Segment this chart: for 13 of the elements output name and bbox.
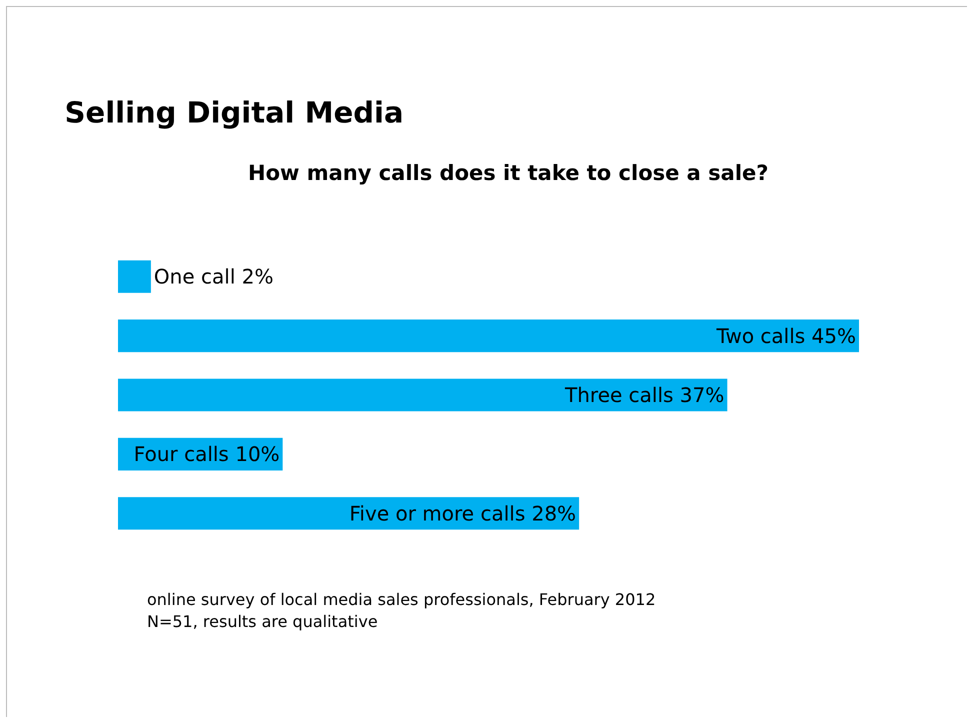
data-label: Five or more calls 28% [349,501,576,526]
text: N=51, results are qualitative [147,612,378,631]
data-label: Four calls 10% [134,442,280,466]
chart-title: Selling Digital Media [64,95,404,130]
data-label: Three calls 37% [564,383,724,407]
data-label: Two calls 45% [716,324,856,348]
bar [118,320,859,352]
data-label: One call 2% [154,264,274,289]
bar [118,378,728,412]
bar [118,260,151,293]
text: online survey of local media sales professionals, February 2012 [147,590,656,609]
bar [118,497,580,530]
chart-subtitle: How many calls does it take to close a sale? [248,161,768,185]
